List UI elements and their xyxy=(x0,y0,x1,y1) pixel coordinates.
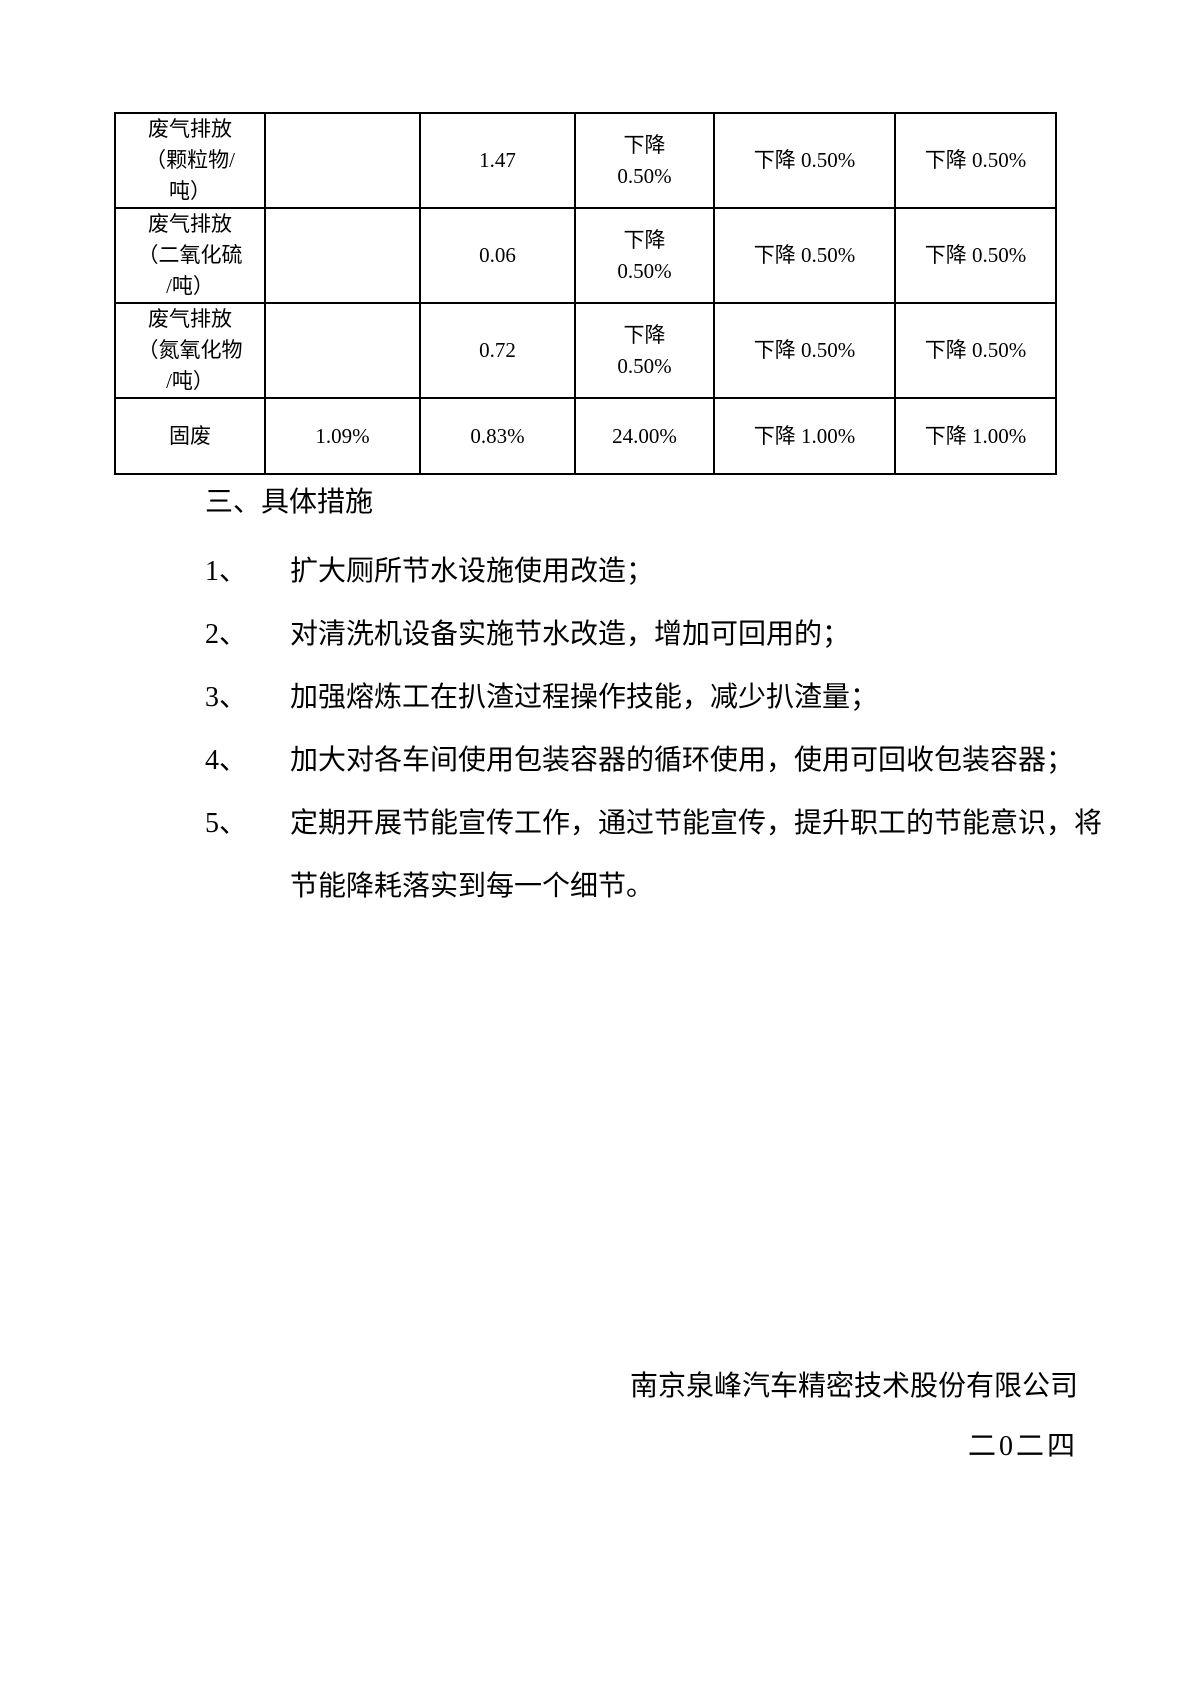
list-item: 4、 加大对各车间使用包装容器的循环使用，使用可回收包装容器； xyxy=(205,729,1105,792)
table-cell: 下降 0.50% xyxy=(574,207,715,304)
table-row: 废气排放 （二氧化硫 /吨） 0.06 下降 0.50% 下降 0.50% 下降… xyxy=(114,207,1057,304)
company-signature: 南京泉峰汽车精密技术股份有限公司 xyxy=(629,1371,1078,1402)
table-cell: 下降 1.00% xyxy=(713,397,896,475)
table-cell xyxy=(264,302,421,399)
table-cell: 0.83% xyxy=(419,397,576,475)
table-row: 废气排放 （氮氧化物 /吨） 0.72 下降 0.50% 下降 0.50% 下降… xyxy=(114,302,1057,399)
table-cell xyxy=(264,112,421,209)
list-item-text: 加强熔炼工在扒渣过程操作技能，减少扒渣量； xyxy=(290,682,879,713)
table-cell: 固废 xyxy=(114,397,266,475)
list-item-text: 扩大厕所节水设施使用改造； xyxy=(290,556,655,587)
table-cell: 废气排放 （颗粒物/ 吨） xyxy=(114,112,266,209)
list-item: 1、 扩大厕所节水设施使用改造； xyxy=(205,540,1105,603)
list-item: 3、 加强熔炼工在扒渣过程操作技能，减少扒渣量； xyxy=(205,666,1105,729)
table-cell: 下降 0.50% xyxy=(574,112,715,209)
list-item-number: 4、 xyxy=(205,745,248,776)
list-item-text: 加大对各车间使用包装容器的循环使用，使用可回收包装容器； xyxy=(290,745,1075,776)
list-item-number: 5、 xyxy=(205,808,248,839)
list-item-number: 2、 xyxy=(205,619,248,650)
table-cell: 1.09% xyxy=(264,397,421,475)
list-item: 5、 定期开展节能宣传工作，通过节能宣传，提升职工的节能意识，将 xyxy=(205,792,1105,855)
table-cell: 废气排放 （二氧化硫 /吨） xyxy=(114,207,266,304)
table-row: 废气排放 （颗粒物/ 吨） 1.47 下降 0.50% 下降 0.50% 下降 … xyxy=(114,112,1057,209)
list-item-text: 节能降耗落实到每一个细节。 xyxy=(290,871,655,902)
table-cell: 24.00% xyxy=(574,397,715,475)
table-cell: 下降 0.50% xyxy=(574,302,715,399)
measures-list: 1、 扩大厕所节水设施使用改造； 2、 对清洗机设备实施节水改造，增加可回用的； 3… xyxy=(205,540,1105,918)
table-cell: 0.72 xyxy=(419,302,576,399)
section-heading: 三、具体措施 xyxy=(205,487,374,518)
table-cell xyxy=(264,207,421,304)
table-cell: 下降 0.50% xyxy=(894,302,1057,399)
list-item: 2、 对清洗机设备实施节水改造，增加可回用的； xyxy=(205,603,1105,666)
signature-date: 二0二四 xyxy=(967,1431,1078,1462)
list-item-number: 3、 xyxy=(205,682,248,713)
table-cell: 1.47 xyxy=(419,112,576,209)
table-cell: 0.06 xyxy=(419,207,576,304)
table-cell: 下降 0.50% xyxy=(713,302,896,399)
table-cell: 下降 0.50% xyxy=(894,112,1057,209)
table-cell: 下降 0.50% xyxy=(713,112,896,209)
table-cell: 下降 1.00% xyxy=(894,397,1057,475)
table-cell: 下降 0.50% xyxy=(713,207,896,304)
table-cell: 废气排放 （氮氧化物 /吨） xyxy=(114,302,266,399)
list-item-text: 对清洗机设备实施节水改造，增加可回用的； xyxy=(290,619,851,650)
table-row: 固废 1.09% 0.83% 24.00% 下降 1.00% 下降 1.00% xyxy=(114,397,1057,475)
emissions-table: 废气排放 （颗粒物/ 吨） 1.47 下降 0.50% 下降 0.50% 下降 … xyxy=(114,112,1057,475)
table-cell: 下降 0.50% xyxy=(894,207,1057,304)
list-item-continuation: 节能降耗落实到每一个细节。 xyxy=(205,855,1105,918)
list-item-text: 定期开展节能宣传工作，通过节能宣传，提升职工的节能意识，将 xyxy=(290,808,1103,839)
list-item-number: 1、 xyxy=(205,556,248,587)
